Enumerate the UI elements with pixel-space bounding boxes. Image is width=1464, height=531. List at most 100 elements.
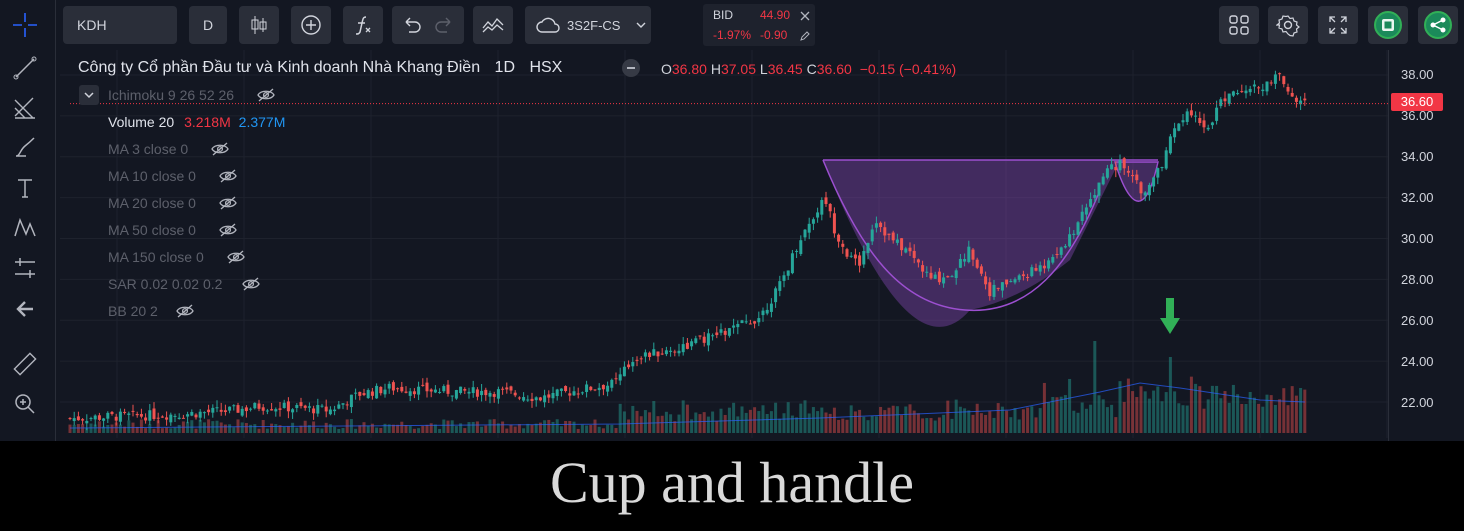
candle-body	[618, 374, 622, 381]
volume-bar	[223, 424, 227, 433]
candle-body	[832, 213, 836, 234]
indicator-ichimoku[interactable]: Ichimoku 9 26 52 26	[108, 85, 234, 105]
indicator-ma3[interactable]: MA 3 close 0	[108, 139, 188, 159]
indicator-bb[interactable]: BB 20 2	[108, 301, 158, 321]
indicator-volume[interactable]: Volume 20 3.218M 2.377M	[108, 112, 285, 132]
candle-body	[303, 405, 307, 408]
undo-icon[interactable]	[401, 14, 423, 36]
candle-body	[459, 386, 463, 393]
low-value: 36.45	[767, 61, 803, 77]
volume-bar	[711, 411, 715, 433]
volume-bar	[677, 414, 681, 433]
fib-tool-icon[interactable]	[8, 91, 42, 125]
volume-bar	[895, 406, 899, 433]
eye-hidden-icon[interactable]	[218, 169, 238, 183]
volume-bar	[396, 424, 400, 433]
prediction-tool-icon[interactable]	[8, 251, 42, 285]
pattern-tool-icon[interactable]	[8, 211, 42, 245]
volume-bar	[975, 403, 979, 433]
indicator-ma150[interactable]: MA 150 close 0	[108, 247, 204, 267]
chevron-down-icon	[84, 92, 94, 99]
volume-bar	[597, 426, 601, 433]
volume-bar	[937, 417, 941, 433]
fullscreen-button[interactable]	[1318, 6, 1358, 44]
volume-bar	[1181, 405, 1185, 433]
eye-hidden-icon[interactable]	[256, 88, 276, 102]
crosshair-icon[interactable]	[8, 8, 42, 42]
candle-body	[576, 393, 580, 395]
indicator-ma10[interactable]: MA 10 close 0	[108, 166, 196, 186]
replay-button[interactable]	[473, 6, 513, 44]
layout-grid-button[interactable]	[1219, 6, 1259, 44]
edit-icon[interactable]	[799, 29, 811, 47]
candle-body	[509, 386, 513, 391]
eye-hidden-icon[interactable]	[226, 250, 246, 264]
chart-type-button[interactable]	[239, 6, 279, 44]
volume-bar	[1072, 410, 1076, 433]
candle-body	[1101, 176, 1105, 185]
candle-body	[757, 318, 761, 323]
zoom-in-icon[interactable]	[8, 387, 42, 421]
candle-body	[291, 409, 295, 413]
candle-body	[1177, 123, 1181, 131]
layout-button[interactable]: 3S2F-CS	[525, 6, 651, 44]
collapse-indicators-button[interactable]	[79, 85, 99, 105]
close-icon[interactable]	[799, 9, 811, 27]
volume-ma-line	[69, 382, 1306, 429]
price-axis[interactable]: 38.00 36.00 34.00 32.00 30.00 28.00 26.0…	[1388, 50, 1464, 441]
indicator-sar[interactable]: SAR 0.02 0.02 0.2	[108, 274, 222, 294]
volume-bar	[433, 424, 437, 433]
price-chart[interactable]	[60, 50, 1388, 438]
interval-button[interactable]: D	[189, 6, 227, 44]
eye-hidden-icon[interactable]	[218, 223, 238, 237]
eye-hidden-icon[interactable]	[210, 142, 230, 156]
candle-body	[900, 238, 904, 251]
text-tool-icon[interactable]	[8, 171, 42, 205]
candle-body	[526, 399, 530, 401]
share-button[interactable]	[1418, 6, 1458, 44]
volume-bar	[190, 420, 194, 433]
compare-button[interactable]	[291, 6, 331, 44]
eye-hidden-icon[interactable]	[218, 196, 238, 210]
redo-icon[interactable]	[433, 14, 455, 36]
brush-icon[interactable]	[8, 131, 42, 165]
ruler-icon[interactable]	[8, 347, 42, 381]
trend-line-icon[interactable]	[8, 51, 42, 85]
volume-bar	[1202, 408, 1206, 433]
candle-body	[883, 227, 887, 236]
volume-bar	[270, 423, 274, 433]
indicator-ma50[interactable]: MA 50 close 0	[108, 220, 196, 240]
candle-body	[967, 246, 971, 263]
symbol-search[interactable]: KDH	[63, 6, 177, 44]
candle-body	[165, 417, 169, 420]
volume-bar	[1282, 388, 1286, 433]
candle-body	[1147, 184, 1151, 196]
indicator-ma20[interactable]: MA 20 close 0	[108, 193, 196, 213]
candle-body	[1210, 122, 1214, 126]
candle-body	[879, 222, 883, 228]
volume-bar	[874, 416, 878, 433]
volume-bar	[832, 407, 836, 433]
undo-redo-group	[392, 6, 464, 44]
volume-bar	[1265, 394, 1269, 433]
indicators-button[interactable]	[343, 6, 383, 44]
volume-bar	[576, 428, 580, 433]
volume-bar	[320, 428, 324, 433]
volume-bar	[757, 411, 761, 433]
arrow-left-icon[interactable]	[8, 292, 42, 326]
eye-hidden-icon[interactable]	[175, 304, 195, 318]
candle-body	[685, 342, 689, 349]
settings-button[interactable]	[1268, 6, 1308, 44]
chart-pane[interactable]	[60, 50, 1388, 438]
candle-body	[786, 270, 790, 276]
volume-bar	[828, 413, 832, 433]
eye-hidden-icon[interactable]	[241, 277, 261, 291]
candle-body	[1017, 275, 1021, 280]
candle-body	[362, 393, 366, 396]
volume-bar	[1131, 391, 1135, 433]
volume-bar	[102, 426, 106, 433]
snapshot-button[interactable]	[1368, 6, 1408, 44]
collapse-legend-button[interactable]	[622, 59, 640, 77]
volume-bar	[853, 411, 857, 433]
candle-body	[1076, 222, 1080, 235]
